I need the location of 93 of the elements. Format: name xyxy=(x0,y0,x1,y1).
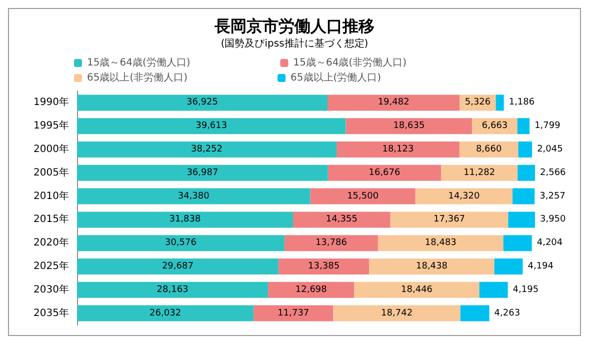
bar xyxy=(77,258,278,274)
data-label: 3,257 xyxy=(540,191,566,202)
data-label: 1,186 xyxy=(508,98,535,108)
data-label: 2,566 xyxy=(540,168,566,178)
bar xyxy=(378,235,504,252)
data-label: 3,950 xyxy=(540,214,566,225)
legend-label: 15歳～64歳(非労働人口) xyxy=(293,56,407,68)
bar xyxy=(517,118,530,134)
bar xyxy=(369,258,494,274)
data-label: 30,576 xyxy=(164,238,197,248)
bar xyxy=(77,235,284,252)
bar xyxy=(292,212,390,228)
chart-title: 長岡京市労働人口推移 xyxy=(214,16,374,36)
bar xyxy=(479,282,508,298)
bar xyxy=(77,94,328,111)
y-tick-label: 2030年 xyxy=(34,283,69,296)
data-label: 6,663 xyxy=(482,121,508,132)
legend-label: 15歳～64歳(労働人口) xyxy=(87,56,190,68)
bar xyxy=(310,188,416,204)
y-tick-label: 2010年 xyxy=(34,190,69,202)
y-tick-label: 2025年 xyxy=(34,260,69,272)
data-label: 4,263 xyxy=(494,308,520,318)
data-label: 16,676 xyxy=(368,168,401,178)
data-label: 31,838 xyxy=(169,214,202,225)
bar xyxy=(284,235,378,252)
bar xyxy=(77,212,293,228)
bar xyxy=(518,164,535,181)
data-label: 11,737 xyxy=(278,308,310,318)
data-label: 14,320 xyxy=(448,191,480,202)
y-tick-label: 2005年 xyxy=(34,166,69,178)
bar xyxy=(518,142,532,158)
bar xyxy=(268,282,354,298)
data-label: 13,385 xyxy=(308,262,340,272)
data-label: 5,326 xyxy=(464,98,491,108)
legend-label: 65歳以上(労働人口) xyxy=(290,72,382,84)
data-label: 4,194 xyxy=(528,262,554,272)
data-label: 36,925 xyxy=(186,98,218,108)
bar xyxy=(503,235,532,252)
bar xyxy=(254,305,334,322)
bar xyxy=(390,212,508,228)
data-label: 12,698 xyxy=(295,284,328,295)
bar xyxy=(278,258,370,274)
data-label: 29,687 xyxy=(162,262,194,272)
y-tick-label: 2000年 xyxy=(34,143,69,155)
legend-label: 65歳以上(非労働人口) xyxy=(87,72,188,84)
data-label: 18,446 xyxy=(401,284,433,295)
data-label: 8,660 xyxy=(476,144,502,154)
bar xyxy=(508,212,535,228)
y-tick-label: 2020年 xyxy=(34,236,69,249)
bar xyxy=(77,142,337,158)
data-label: 26,032 xyxy=(150,308,182,318)
data-label: 18,438 xyxy=(416,262,448,272)
bar xyxy=(494,258,523,274)
bar xyxy=(496,94,504,111)
y-tick-label: 1995年 xyxy=(34,120,69,132)
chart-subtitle: (国勢及びipss推計に基づく想定) xyxy=(220,38,368,50)
bar xyxy=(512,188,535,204)
data-label: 1,799 xyxy=(534,121,561,132)
data-label: 19,482 xyxy=(378,98,410,108)
y-tick-label: 1990年 xyxy=(34,96,69,108)
data-label: 18,635 xyxy=(393,121,425,132)
y-tick-label: 2035年 xyxy=(34,306,69,319)
data-label: 18,483 xyxy=(424,238,456,248)
bar xyxy=(328,94,460,111)
bar xyxy=(77,164,328,181)
data-label: 11,282 xyxy=(464,168,496,178)
bar xyxy=(77,282,268,298)
data-label: 38,252 xyxy=(191,144,222,154)
bar xyxy=(333,305,460,322)
bar xyxy=(354,282,480,298)
data-label: 34,380 xyxy=(178,191,210,202)
data-label: 36,987 xyxy=(186,168,218,178)
data-label: 2,045 xyxy=(537,144,563,154)
data-label: 4,195 xyxy=(512,284,539,295)
data-label: 17,367 xyxy=(434,214,466,225)
bar xyxy=(328,164,442,181)
data-label: 14,355 xyxy=(326,214,358,225)
bar xyxy=(460,305,490,322)
data-label: 39,613 xyxy=(196,121,228,132)
bar xyxy=(77,305,254,322)
data-label: 13,786 xyxy=(315,238,348,248)
bar xyxy=(346,118,472,134)
data-label: 18,123 xyxy=(382,144,414,154)
bar xyxy=(77,188,310,204)
bar xyxy=(336,142,460,158)
bar xyxy=(415,188,513,204)
bar xyxy=(441,164,518,181)
y-tick-label: 2015年 xyxy=(34,213,69,226)
bar xyxy=(77,118,346,134)
data-label: 28,163 xyxy=(156,284,188,295)
data-label: 4,204 xyxy=(536,238,563,248)
data-label: 18,742 xyxy=(381,308,413,318)
data-label: 15,500 xyxy=(347,191,379,202)
